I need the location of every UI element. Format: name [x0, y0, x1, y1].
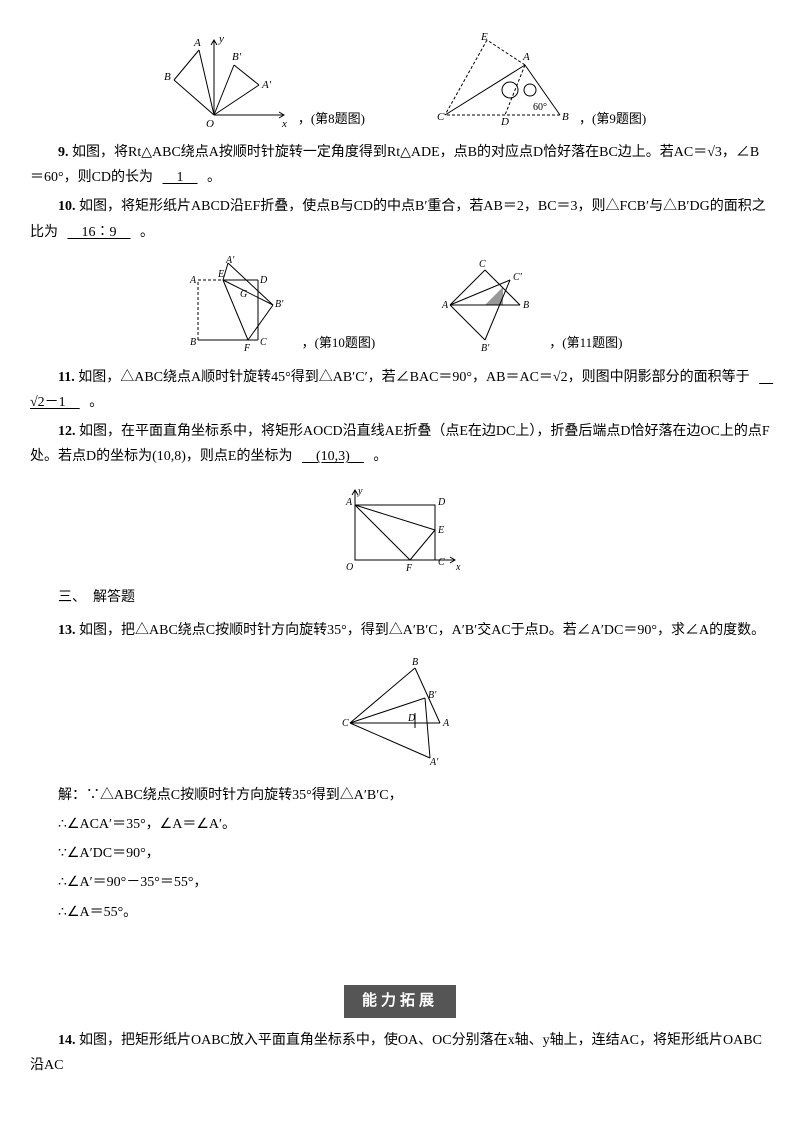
- figure-row-10-11: A A′ E D G B′ C F B ，(第10题图) A B C C′ B′…: [30, 255, 770, 355]
- svg-text:A: A: [442, 718, 450, 729]
- svg-text:D: D: [500, 116, 509, 128]
- question-10: 10. 如图，将矩形纸片ABCD沿EF折叠，使点B与CD的中点B′重合，若AB＝…: [30, 194, 770, 244]
- fig10-svg: A A′ E D G B′ C F B: [178, 255, 298, 355]
- q11-num: 11.: [58, 370, 75, 385]
- q12-text: 如图，在平面直角坐标系中，将矩形AOCD沿直线AE折叠（点E在边DC上），折叠后…: [30, 424, 770, 464]
- fig9-svg: A B C D E 60°: [425, 30, 575, 130]
- q13-text: 如图，把△ABC绕点C按顺时针方向旋转35°，得到△A′B′C，A′B′交AC于…: [79, 623, 765, 638]
- svg-text:A: A: [441, 300, 449, 311]
- q10-text2: 。: [140, 225, 154, 240]
- figure-13: C B B′ A D A′: [30, 653, 770, 773]
- svg-text:x: x: [281, 118, 287, 130]
- svg-text:D: D: [437, 497, 446, 508]
- q9-answer: 1: [157, 170, 204, 185]
- q12-answer: (10,3): [296, 449, 370, 464]
- q12-text2: 。: [373, 449, 387, 464]
- fig10-caption: ，(第10题图): [302, 331, 376, 354]
- question-13: 13. 如图，把△ABC绕点C按顺时针方向旋转35°，得到△A′B′C，A′B′…: [30, 618, 770, 643]
- svg-text:B′: B′: [275, 299, 284, 310]
- svg-text:E: E: [480, 31, 488, 43]
- svg-text:60°: 60°: [533, 102, 547, 113]
- ability-banner: 能力拓展: [30, 985, 770, 1018]
- fig9-caption: ，(第9题图): [579, 107, 646, 130]
- q9-text2: 。: [207, 170, 221, 185]
- solution-line2: ∴∠ACA′＝35°，∠A＝∠A′。: [30, 812, 770, 837]
- fig13-svg: C B B′ A D A′: [330, 653, 470, 773]
- svg-text:B: B: [412, 657, 418, 668]
- svg-text:D: D: [407, 713, 416, 724]
- q9-num: 9.: [58, 145, 69, 160]
- figure-11: A B C C′ B′ ，(第11题图): [435, 255, 622, 355]
- question-11: 11. 如图，△ABC绕点A顺时针旋转45°得到△AB′C′，若∠BAC＝90°…: [30, 365, 770, 415]
- question-12: 12. 如图，在平面直角坐标系中，将矩形AOCD沿直线AE折叠（点E在边DC上）…: [30, 419, 770, 469]
- question-9: 9. 如图，将Rt△ABC绕点A按顺时针旋转一定角度得到Rt△ADE，点B的对应…: [30, 140, 770, 190]
- svg-text:C′: C′: [513, 272, 523, 283]
- svg-text:B: B: [190, 337, 196, 348]
- q14-num: 14.: [58, 1033, 76, 1048]
- svg-text:O: O: [346, 562, 353, 573]
- q13-num: 13.: [58, 623, 76, 638]
- q10-num: 10.: [58, 199, 76, 214]
- svg-text:A′: A′: [261, 79, 272, 91]
- svg-text:A′: A′: [429, 757, 439, 768]
- svg-text:y: y: [357, 486, 363, 497]
- fig8-svg: A B B′ A′ O x y: [154, 30, 294, 130]
- svg-text:A: A: [345, 497, 353, 508]
- svg-text:F: F: [243, 343, 251, 354]
- svg-text:D: D: [259, 275, 268, 286]
- svg-text:F: F: [405, 563, 413, 574]
- q11-text: 如图，△ABC绕点A顺时针旋转45°得到△AB′C′，若∠BAC＝90°，AB＝…: [78, 370, 749, 385]
- svg-text:B: B: [164, 71, 171, 83]
- svg-text:C: C: [438, 557, 445, 568]
- section-3-title: 三、 解答题: [30, 585, 770, 610]
- svg-text:A: A: [522, 51, 530, 63]
- svg-text:B: B: [523, 300, 529, 311]
- q14-text: 如图，把矩形纸片OABC放入平面直角坐标系中，使OA、OC分别落在x轴、y轴上，…: [30, 1033, 762, 1073]
- svg-text:B: B: [562, 111, 569, 123]
- solution-line5: ∴∠A＝55°。: [30, 900, 770, 925]
- solution-line3: ∵∠A′DC＝90°，: [30, 841, 770, 866]
- svg-text:A′: A′: [225, 255, 235, 266]
- figure-8: A B B′ A′ O x y ，(第8题图): [154, 30, 365, 130]
- banner-text: 能力拓展: [344, 985, 456, 1018]
- figure-12: A D E C F O x y: [30, 480, 770, 575]
- svg-text:B′: B′: [428, 690, 437, 701]
- q10-answer: 16∶9: [62, 225, 137, 240]
- svg-text:E: E: [437, 525, 444, 536]
- q9-text: 如图，将Rt△ABC绕点A按顺时针旋转一定角度得到Rt△ADE，点B的对应点D恰…: [30, 145, 759, 185]
- svg-text:C: C: [479, 259, 486, 270]
- svg-text:E: E: [217, 269, 224, 280]
- svg-text:y: y: [218, 33, 224, 45]
- fig8-caption: ，(第8题图): [298, 107, 365, 130]
- fig11-caption: ，(第11题图): [549, 331, 622, 354]
- svg-text:C: C: [342, 718, 349, 729]
- fig11-svg: A B C C′ B′: [435, 255, 545, 355]
- svg-text:x: x: [455, 562, 461, 573]
- question-14: 14. 如图，把矩形纸片OABC放入平面直角坐标系中，使OA、OC分别落在x轴、…: [30, 1028, 770, 1078]
- svg-text:A: A: [193, 37, 201, 49]
- svg-text:B′: B′: [232, 51, 242, 63]
- svg-text:C: C: [437, 111, 445, 123]
- solution-line1: 解：∵△ABC绕点C按顺时针方向旋转35°得到△A′B′C，: [30, 783, 770, 808]
- svg-text:G: G: [240, 289, 247, 300]
- svg-text:C: C: [260, 337, 267, 348]
- svg-text:O: O: [206, 118, 214, 130]
- svg-text:A: A: [189, 275, 197, 286]
- figure-9: A B C D E 60° ，(第9题图): [425, 30, 646, 130]
- svg-text:B′: B′: [481, 343, 490, 354]
- solution-line4: ∴∠A′＝90°－35°＝55°，: [30, 870, 770, 895]
- q11-text2: 。: [89, 395, 103, 410]
- figure-row-8-9: A B B′ A′ O x y ，(第8题图) A B C D E 60° ，(…: [30, 30, 770, 130]
- figure-10: A A′ E D G B′ C F B ，(第10题图): [178, 255, 376, 355]
- q12-num: 12.: [58, 424, 76, 439]
- fig12-svg: A D E C F O x y: [330, 480, 470, 575]
